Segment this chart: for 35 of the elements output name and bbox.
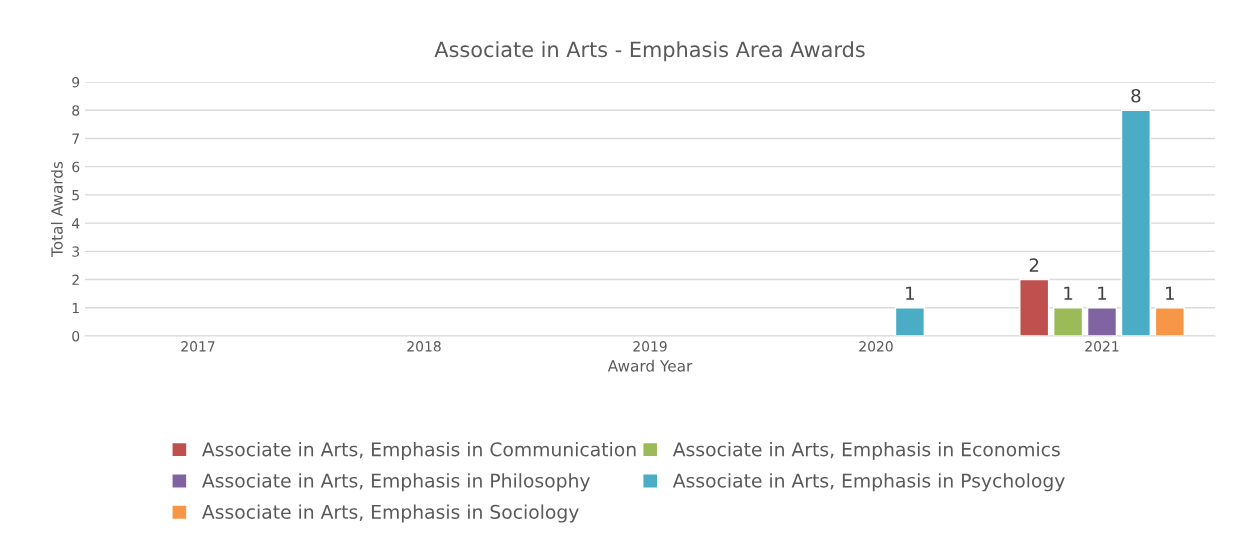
y-tick-label: 1 [72, 302, 79, 314]
data-label: 8 [1131, 88, 1141, 103]
y-tick-label: 0 [72, 330, 80, 342]
y-axis-title: Total Awards [50, 161, 63, 257]
legend-label: Associate in Arts, Emphasis in Psychology [672, 473, 1065, 492]
bar [1154, 307, 1185, 336]
legend-label: Associate in Arts, Emphasis in Sociology [202, 504, 579, 523]
data-label: 1 [1098, 286, 1107, 300]
x-tick-label: 2017 [181, 341, 215, 352]
x-tick-label: 2021 [1085, 341, 1119, 352]
bar [1052, 307, 1084, 336]
y-tick-label: 2 [72, 274, 79, 285]
legend-label: Associate in Arts, Emphasis in Philosophy [202, 473, 590, 492]
x-axis-title: Award Year [607, 359, 693, 372]
legend-label: Associate in Arts, Emphasis in Economics [672, 441, 1060, 461]
data-label: 1 [1166, 286, 1174, 300]
bar [1120, 109, 1152, 336]
y-tick-label: 6 [72, 161, 80, 173]
y-tick-label: 5 [72, 190, 79, 201]
x-tick-label: 2019 [633, 341, 667, 352]
x-tick-label: 2020 [859, 341, 893, 352]
y-tick-label: 3 [72, 246, 80, 257]
bar [1086, 307, 1118, 336]
y-tick-label: 4 [71, 218, 80, 229]
chart-title: Associate in Arts - Emphasis Area Awards [434, 41, 865, 62]
bar [1019, 278, 1050, 336]
x-tick-label: 2018 [407, 341, 441, 352]
data-label: 1 [906, 286, 914, 300]
legend-label: Associate in Arts, Emphasis in Communication [202, 441, 636, 461]
y-tick-label: 7 [72, 133, 79, 144]
data-label: 2 [1029, 258, 1039, 272]
data-label: 1 [1064, 286, 1073, 300]
y-tick-label: 9 [72, 76, 80, 88]
bar [894, 307, 926, 336]
y-tick-label: 8 [72, 105, 80, 116]
